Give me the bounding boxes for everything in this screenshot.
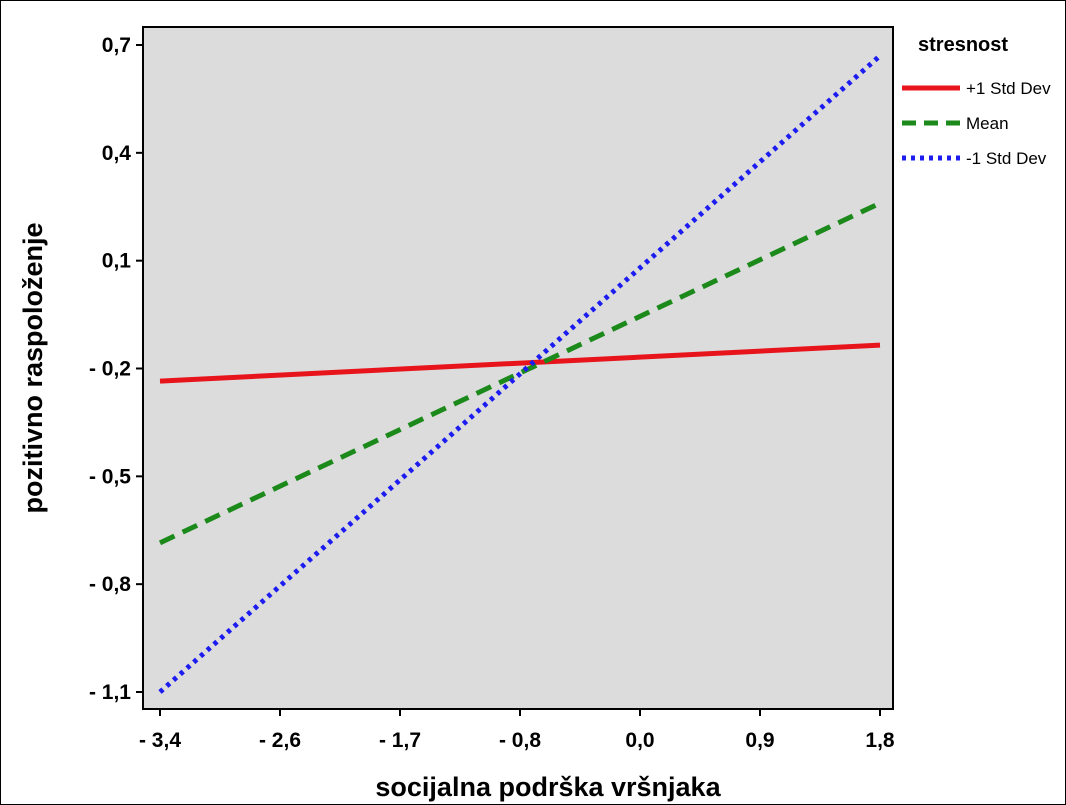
legend-label: +1 Std Dev [966, 79, 1051, 98]
x-tick-label: 0,0 [625, 729, 654, 752]
legend: stresnost +1 Std Dev Mean -1 Std Dev [902, 34, 1051, 168]
x-tick-label: - 3,4 [139, 729, 181, 752]
y-tick-label: - 1,1 [89, 681, 131, 704]
x-tick-label: - 1,7 [379, 729, 421, 752]
x-axis-title: socijalna podrška vršnjaka [375, 772, 721, 802]
y-axis-title: pozitivno raspoloženje [18, 222, 48, 513]
x-tick-label: 0,9 [745, 729, 774, 752]
y-tick-label: 0,1 [102, 250, 132, 273]
y-tick-label: - 0,8 [89, 573, 131, 596]
legend-label: Mean [966, 114, 1009, 133]
series-line-solid [159, 342, 881, 384]
series-line-dashed [158, 200, 882, 546]
y-tick-label: 0,4 [102, 142, 132, 165]
x-axis: - 3,4 - 2,6 - 1,7 - 0,8 0,0 0,9 1,8 [139, 709, 895, 752]
x-tick-label: 1,8 [865, 729, 895, 752]
y-tick-label: - 0,2 [89, 358, 131, 381]
series-line-dotted [158, 53, 882, 694]
legend-label: -1 Std Dev [966, 149, 1047, 168]
series-lines [158, 53, 882, 694]
y-tick-label: - 0,5 [89, 465, 131, 488]
legend-title: stresnost [918, 34, 1008, 56]
y-tick-label: 0,7 [102, 34, 131, 57]
x-tick-label: - 2,6 [259, 729, 301, 752]
x-tick-label: - 0,8 [499, 729, 541, 752]
y-axis: 0,7 0,4 0,1 - 0,2 - 0,5 - 0,8 - 1,1 [89, 34, 143, 704]
